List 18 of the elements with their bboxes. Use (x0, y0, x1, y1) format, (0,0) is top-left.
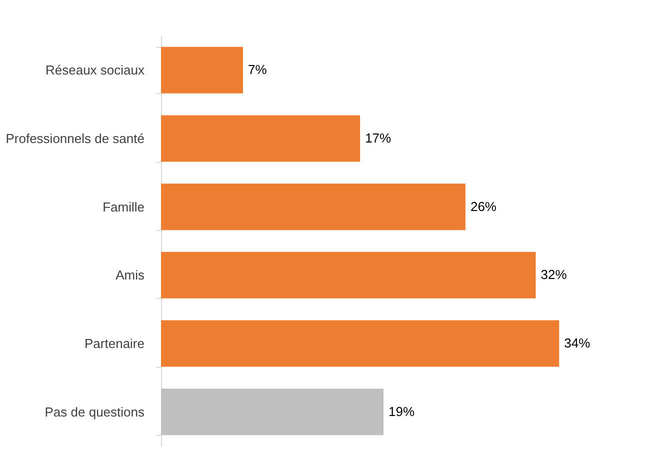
bar (161, 388, 384, 436)
bar (161, 252, 536, 298)
bar (161, 320, 560, 367)
data-label: 7% (248, 62, 268, 78)
data-label: 34% (564, 336, 591, 350)
data-label: 26% (470, 198, 497, 214)
y-tick-label: Pas de questions (44, 404, 145, 420)
y-tick-label: Famille (102, 199, 144, 214)
data-label: 17% (365, 130, 392, 146)
y-tick-label: Réseaux sociaux (46, 62, 145, 78)
data-label: 19% (388, 404, 415, 419)
bar (161, 184, 466, 230)
y-tick-label: Partenaire (84, 336, 144, 351)
y-tick-label: Professionnels de santé (6, 131, 144, 146)
bar (161, 115, 360, 162)
data-label: 32% (540, 267, 568, 282)
y-tick-label: Amis (116, 268, 145, 283)
bar (161, 46, 243, 94)
